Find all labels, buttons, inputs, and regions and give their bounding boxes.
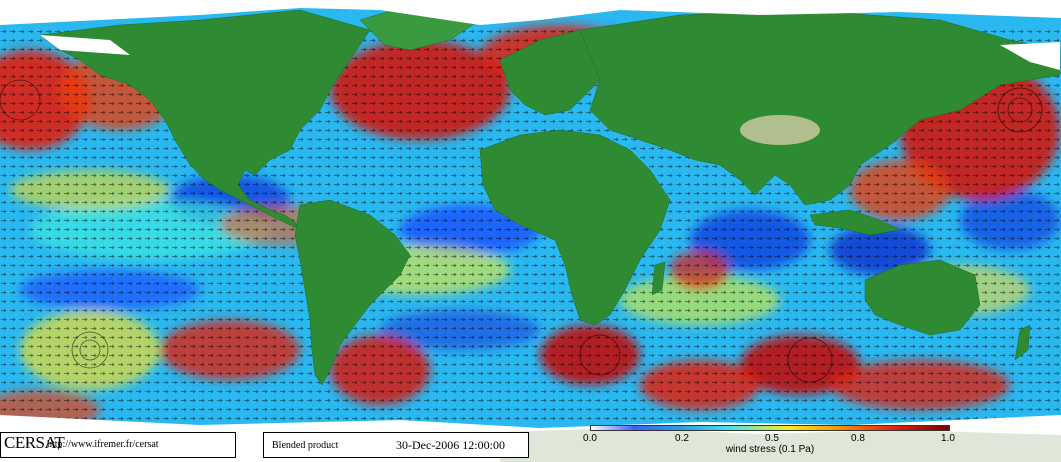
cyclone-swirls (0, 79, 1043, 383)
colorbar-label: wind stress (0.1 Pa) (725, 444, 815, 455)
colorbar-tick: 0.2 (675, 433, 689, 444)
new-zealand (1014, 324, 1031, 361)
australia (864, 259, 981, 336)
colorbar-legend: 0.0 0.2 0.5 0.8 1.0 wind stress (0.1 Pa) (583, 425, 955, 462)
africa (479, 129, 671, 326)
madagascar (651, 261, 666, 296)
logo-box: CERSAT http://www.ifremer.fr/cersat (0, 432, 236, 458)
info-box: Blended product 30-Dec-2006 12:00:00 (263, 432, 529, 458)
antarctica-land (500, 428, 1061, 462)
south-america (294, 199, 411, 386)
tibet-plateau (740, 115, 820, 145)
colorbar-tick: 0.5 (765, 433, 779, 444)
north-america (39, 9, 371, 231)
product-label: Blended product (272, 440, 339, 451)
date-label: 30-Dec-2006 12:00:00 (396, 438, 505, 452)
source-url[interactable]: http://www.ifremer.fr/cersat (47, 439, 159, 450)
colorbar-gradient (590, 425, 950, 431)
cersat-logo: CERSAT (4, 433, 65, 452)
colorbar-tick: 1.0 (941, 433, 955, 444)
land-masses (39, 4, 1061, 386)
colorbar-tick: 0.8 (851, 433, 865, 444)
colorbar-tick: 0.0 (583, 433, 597, 444)
indonesia (809, 209, 901, 236)
